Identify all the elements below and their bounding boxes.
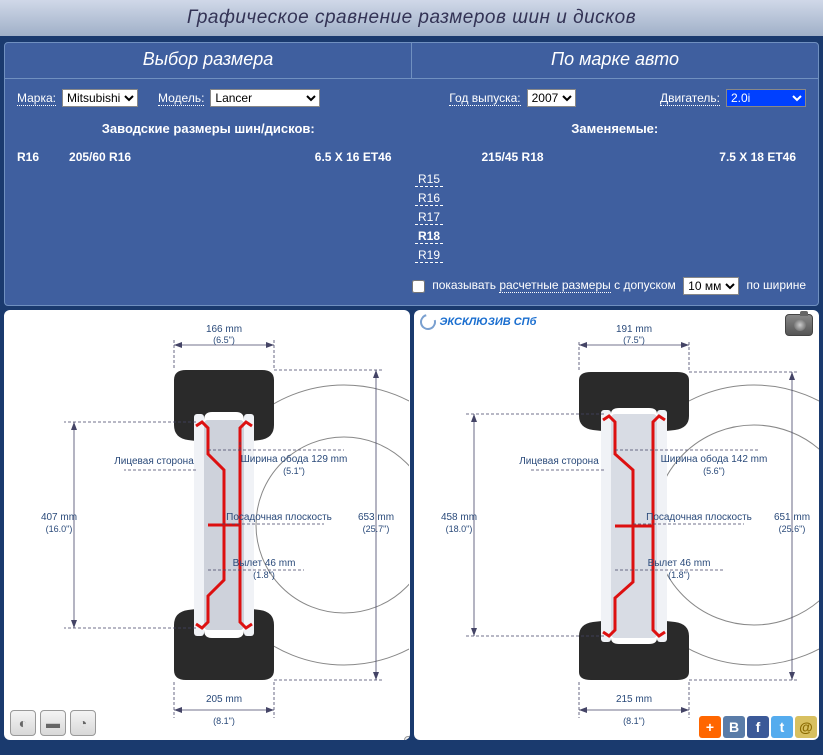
brand-tag: ЭКСКЛЮЗИВ СПб [420,314,537,330]
engine-label: Двигатель: [660,91,720,106]
replace-tire: 215/45 R18 [482,150,544,164]
factory-wheel: 6.5 X 16 ET46 [315,150,392,164]
alt-rim[interactable]: R15 [415,172,443,187]
header: Графическое сравнение размеров шин и дис… [0,0,823,38]
svg-text:(25.7"): (25.7") [363,524,390,534]
tab-by-car[interactable]: По марке авто [411,43,818,79]
brand-label: Марка: [17,91,56,106]
svg-text:(8.1"): (8.1") [623,716,645,726]
svg-text:(1.8"): (1.8") [253,570,275,580]
svg-text:Ширина обода 129 mm: Ширина обода 129 mm [241,453,348,465]
sizes-row: R16 205/60 R16 6.5 X 16 ET46 215/45 R18 … [5,136,818,170]
svg-text:407 mm: 407 mm [41,512,77,523]
social-icons: + B f t @ [699,716,817,738]
factory-tire: 205/60 R16 [69,150,131,164]
svg-text:Ширина обода 142 mm: Ширина обода 142 mm [660,453,767,465]
diagram-panel-factory: 166 mm (6.5") 205 mm (8.1") 407 mm [4,310,410,740]
svg-text:(6.5"): (6.5") [213,335,235,345]
svg-text:Посадочная плоскость: Посадочная плоскость [646,512,752,523]
svg-text:205 mm: 205 mm [206,694,242,705]
svg-text:(18.0"): (18.0") [445,524,472,534]
show-calc-checkbox[interactable] [412,280,425,293]
alt-rims-list: R15 R16 R17 R18 R19 [415,172,818,263]
camera-icon[interactable] [785,314,813,336]
tolerance-select[interactable]: 10 мм [683,277,739,295]
svg-text:458 mm: 458 mm [441,512,477,523]
share-vk-icon[interactable]: B [723,716,745,738]
tire-diagram-right: 191 mm (7.5") 215 mm (8.1") 458 mm (18.0… [414,310,819,740]
svg-text:(16.0"): (16.0") [46,524,73,534]
svg-text:(5.6"): (5.6") [703,466,725,476]
view-3d-icon[interactable]: 3D [404,736,410,740]
engine-select[interactable]: 2.0i [726,89,806,107]
model-label: Модель: [158,91,204,106]
year-select[interactable]: 2007 [527,89,576,107]
svg-text:(1.8"): (1.8") [668,570,690,580]
share-plus-icon[interactable]: + [699,716,721,738]
svg-text:(5.1"): (5.1") [283,466,305,476]
svg-text:(25.6"): (25.6") [778,524,805,534]
replace-head: Заменяемые: [412,121,819,136]
factory-head: Заводские размеры шин/дисков: [5,121,412,136]
tol-calc: расчетные размеры [499,278,610,293]
svg-text:(8.1"): (8.1") [213,716,235,726]
controls-panel: Выбор размера По марке авто Марка: Mitsu… [4,42,819,306]
replace-wheel: 7.5 X 18 ET46 [719,150,796,164]
alt-rim[interactable]: R18 [415,229,443,244]
share-fb-icon[interactable]: f [747,716,769,738]
brand-select[interactable]: Mitsubishi [62,89,138,107]
svg-text:653 mm: 653 mm [358,512,394,523]
tolerance-row: показывать расчетные размеры с допуском … [5,277,806,295]
year-label: Год выпуска: [449,91,520,106]
svg-text:651 mm: 651 mm [774,512,810,523]
tol-show: показывать [432,278,496,292]
share-mail-icon[interactable]: @ [795,716,817,738]
page-title: Графическое сравнение размеров шин и дис… [187,7,636,29]
svg-text:(7.5"): (7.5") [623,335,645,345]
view-side-icon[interactable]: ◔ [70,710,96,736]
model-select[interactable]: Lancer [210,89,320,107]
share-tw-icon[interactable]: t [771,716,793,738]
svg-text:Лицевая сторона: Лицевая сторона [519,456,599,467]
svg-text:215 mm: 215 mm [616,694,652,705]
svg-text:Вылет 46 mm: Вылет 46 mm [233,558,296,569]
svg-text:Вылет 46 mm: Вылет 46 mm [647,558,710,569]
tab-row: Выбор размера По марке авто [5,43,818,79]
tire-diagram-left: 166 mm (6.5") 205 mm (8.1") 407 mm [4,310,409,740]
tol-by: по ширине [746,278,806,292]
svg-text:191 mm: 191 mm [616,324,652,335]
svg-text:Лицевая сторона: Лицевая сторона [114,456,194,467]
view-icons: ◐ ▬ ◔ [10,710,96,736]
svg-text:166 mm: 166 mm [206,324,242,335]
alt-rim[interactable]: R17 [415,210,443,225]
svg-text:Посадочная плоскость: Посадочная плоскость [226,512,332,523]
diagram-panel-replace: ЭКСКЛЮЗИВ СПб [414,310,820,740]
view-section-icon[interactable]: ◐ [10,710,36,736]
factory-rim: R16 [17,150,39,164]
section-heads: Заводские размеры шин/дисков: Заменяемые… [5,121,818,136]
tab-by-size[interactable]: Выбор размера [5,43,411,79]
tol-tol: с допуском [614,278,676,292]
swirl-icon [417,311,439,333]
alt-rim[interactable]: R16 [415,191,443,206]
view-front-icon[interactable]: ▬ [40,710,66,736]
diagram-row: 166 mm (6.5") 205 mm (8.1") 407 mm [4,310,819,740]
selectors-row: Марка: Mitsubishi Модель: Lancer Год вып… [5,79,818,113]
alt-rim[interactable]: R19 [415,248,443,263]
